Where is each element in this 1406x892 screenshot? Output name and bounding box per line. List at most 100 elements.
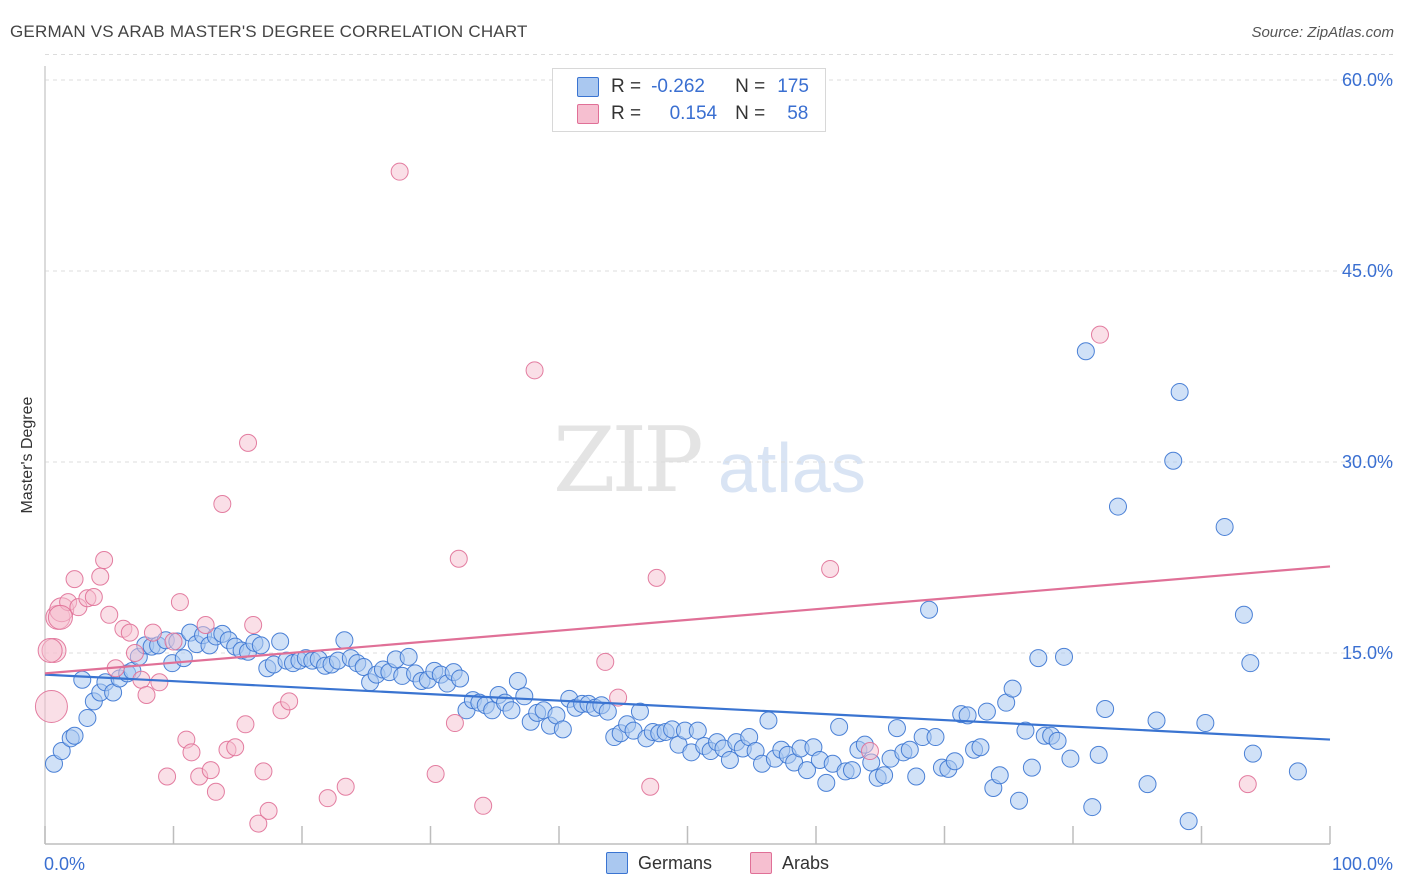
- german-point: [630, 702, 649, 721]
- german-point: [1061, 749, 1080, 768]
- arab-point: [1238, 775, 1257, 794]
- german-point: [920, 600, 939, 619]
- arab-point: [336, 777, 355, 796]
- watermark-atlas: atlas: [718, 429, 866, 507]
- germans-trend-line: [44, 673, 1331, 741]
- german-point: [1164, 451, 1183, 470]
- arabs-trend-line: [44, 565, 1331, 675]
- german-point: [1089, 745, 1108, 764]
- arab-point: [239, 433, 258, 452]
- arab-point: [158, 767, 177, 786]
- r-label: R =: [611, 76, 642, 97]
- german-point: [1022, 758, 1041, 777]
- germans-swatch: [577, 77, 599, 97]
- german-point: [1003, 679, 1022, 698]
- arabs-legend-label: Arabs: [782, 852, 830, 873]
- arab-point: [95, 551, 114, 570]
- arab-point: [860, 742, 879, 761]
- y-tick-label: 30.0%: [1342, 452, 1393, 472]
- arab-point: [206, 782, 225, 801]
- arab-point: [143, 623, 162, 642]
- series-legend: Germans Arabs: [606, 852, 829, 874]
- arab-point: [647, 568, 666, 587]
- german-point: [887, 719, 906, 738]
- german-point: [335, 631, 354, 650]
- german-point: [1215, 517, 1234, 536]
- chart-title: GERMAN VS ARAB MASTER'S DEGREE CORRELATI…: [10, 22, 528, 41]
- arab-point: [201, 761, 220, 780]
- arab-point: [596, 652, 615, 671]
- arab-point: [821, 559, 840, 578]
- german-point: [1234, 605, 1253, 624]
- arab-point: [34, 689, 68, 723]
- x-tick-label: 0.0%: [44, 854, 85, 874]
- y-axis-label: Master's Degree: [19, 396, 36, 514]
- german-point: [65, 726, 84, 745]
- arab-point: [91, 567, 110, 586]
- arabs-swatch: [577, 104, 599, 124]
- german-point: [1179, 812, 1198, 831]
- y-tick-label: 45.0%: [1342, 261, 1393, 281]
- arab-point: [236, 715, 255, 734]
- german-point: [52, 742, 71, 761]
- arab-point: [150, 673, 169, 692]
- germans-legend-label: Germans: [638, 852, 713, 873]
- german-point: [1243, 744, 1262, 763]
- german-point: [977, 702, 996, 721]
- german-point: [1016, 721, 1035, 740]
- legend-row-arabs: R = 0.154 N = 58: [553, 100, 808, 128]
- arab-point: [249, 814, 268, 833]
- german-point: [720, 750, 739, 769]
- german-point: [1196, 714, 1215, 733]
- german-point: [78, 708, 97, 727]
- n-value: 175: [777, 76, 809, 97]
- german-point: [1288, 762, 1307, 781]
- german-point: [502, 701, 521, 720]
- german-point: [271, 632, 290, 651]
- german-point: [1170, 382, 1189, 401]
- german-point: [798, 761, 817, 780]
- arab-point: [244, 615, 263, 634]
- german-point: [1241, 654, 1260, 673]
- arab-point: [280, 692, 299, 711]
- arab-point: [120, 623, 139, 642]
- source-label: Source: ZipAtlas.com: [1251, 24, 1394, 41]
- arab-point: [449, 549, 468, 568]
- legend-row-germans: R = -0.262 N = 175: [553, 73, 809, 101]
- arab-point: [213, 495, 232, 514]
- r-value: 0.154: [669, 103, 718, 124]
- arab-point: [474, 796, 493, 815]
- arab-point: [390, 162, 409, 181]
- arab-point: [182, 743, 201, 762]
- german-point: [1083, 798, 1102, 817]
- german-point: [553, 720, 572, 739]
- german-point: [688, 721, 707, 740]
- german-point: [1029, 649, 1048, 668]
- arab-point: [609, 688, 628, 707]
- arab-point: [641, 777, 660, 796]
- german-point: [830, 717, 849, 736]
- german-point: [1048, 731, 1067, 750]
- german-point: [1147, 711, 1166, 730]
- arab-point: [445, 714, 464, 733]
- r-value: -0.262: [651, 76, 705, 97]
- german-point: [900, 740, 919, 759]
- german-point: [508, 672, 527, 691]
- german-point: [1096, 700, 1115, 719]
- german-point: [875, 766, 894, 785]
- arab-point: [125, 644, 144, 662]
- y-tick-label: 60.0%: [1342, 70, 1393, 90]
- n-label: N =: [735, 103, 766, 124]
- arab-point: [254, 762, 273, 781]
- arab-point: [100, 605, 119, 624]
- arabs-legend-swatch: [750, 852, 773, 874]
- arab-point: [426, 764, 445, 783]
- german-point: [598, 702, 617, 721]
- arab-point: [47, 604, 73, 630]
- arab-point: [1090, 325, 1109, 344]
- german-point: [1108, 497, 1127, 516]
- german-point: [1076, 342, 1095, 361]
- arab-point: [137, 686, 156, 705]
- german-point: [174, 649, 193, 668]
